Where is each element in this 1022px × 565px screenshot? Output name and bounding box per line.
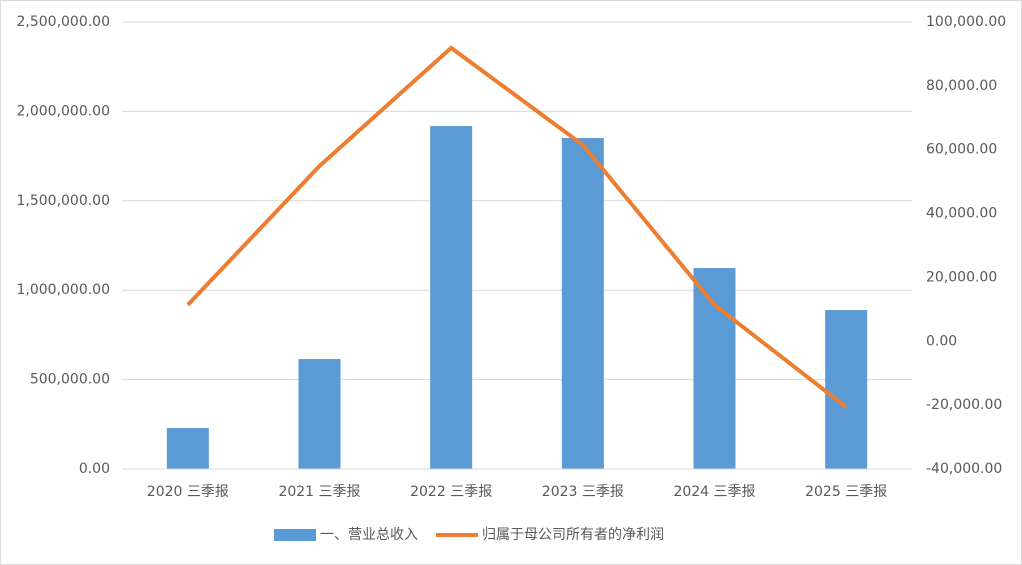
bar — [430, 126, 473, 470]
legend-label: 一、营业总收入 — [320, 527, 418, 543]
y2-tick-label: 60,000.00 — [926, 142, 997, 158]
bar — [298, 359, 341, 469]
legend-swatch — [274, 529, 316, 541]
bar — [561, 138, 604, 469]
y2-tick-label: 100,000.00 — [926, 14, 1006, 30]
y-tick-label: 1,500,000.00 — [16, 193, 110, 209]
y2-tick-label: 80,000.00 — [926, 78, 997, 94]
y2-tick-label: -20,000.00 — [926, 397, 1002, 413]
y2-tick-label: 0.00 — [926, 333, 957, 349]
y-tick-label: 1,000,000.00 — [16, 282, 110, 298]
x-tick-label: 2020 三季报 — [147, 484, 229, 500]
line — [186, 45, 848, 409]
y2-tick-label: -40,000.00 — [926, 461, 1002, 477]
bar — [166, 428, 209, 469]
y2-tick-label: 20,000.00 — [926, 269, 997, 285]
x-tick-label: 2024 三季报 — [673, 484, 755, 500]
x-tick-label: 2021 三季报 — [278, 484, 360, 500]
y2-tick-label: 40,000.00 — [926, 206, 997, 222]
x-tick-label: 2023 三季报 — [542, 484, 624, 500]
bar — [693, 268, 736, 469]
y-tick-label: 2,500,000.00 — [16, 14, 110, 30]
y-tick-label: 2,000,000.00 — [16, 103, 110, 119]
x-tick-label: 2025 三季报 — [805, 484, 887, 500]
bar — [825, 310, 868, 469]
y-tick-label: 500,000.00 — [30, 372, 110, 388]
y-tick-label: 0.00 — [79, 461, 110, 477]
x-tick-label: 2022 三季报 — [410, 484, 492, 500]
legend-label: 归属于母公司所有者的净利润 — [482, 526, 664, 543]
